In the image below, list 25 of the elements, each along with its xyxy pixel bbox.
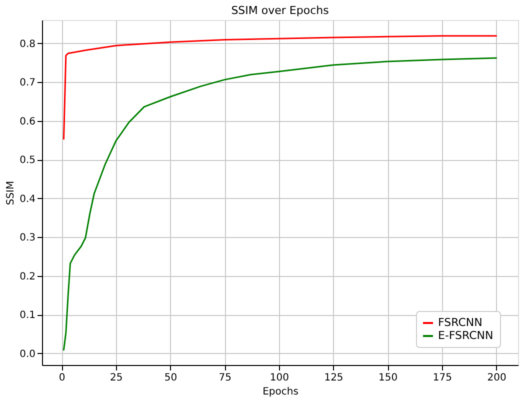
- y-tick-label: 0.8: [20, 38, 36, 50]
- x-tick-label: 100: [270, 372, 289, 384]
- legend-label: FSRCNN: [438, 316, 482, 329]
- y-tick-label: 0.0: [20, 348, 36, 360]
- y-tick-label: 0.4: [20, 194, 36, 205]
- x-tick-label: 125: [324, 372, 344, 384]
- y-tick-label: 0.6: [20, 116, 36, 128]
- x-axis-title: Epochs: [262, 386, 298, 398]
- line-series: [62, 57, 498, 351]
- chart-title: SSIM over Epochs: [231, 4, 330, 17]
- line-series: [62, 35, 498, 140]
- x-tick-label: 25: [110, 372, 123, 384]
- y-tick-label: 0.1: [20, 310, 36, 322]
- y-tick-label: 0.7: [20, 78, 36, 89]
- x-tick-label: 0: [58, 372, 66, 384]
- y-tick-label: 0.3: [20, 232, 36, 244]
- y-tick-label: 0.5: [20, 155, 36, 166]
- legend-label: E-FSRCNN: [438, 329, 494, 342]
- y-axis-title: SSIM: [6, 180, 17, 206]
- x-tick-label: 75: [218, 372, 232, 384]
- y-tick-label: 0.2: [20, 271, 36, 282]
- x-tick-label: 50: [164, 372, 178, 384]
- x-tick-label: 200: [487, 372, 506, 384]
- x-tick-label: 150: [378, 372, 398, 384]
- x-tick-label: 175: [432, 372, 452, 384]
